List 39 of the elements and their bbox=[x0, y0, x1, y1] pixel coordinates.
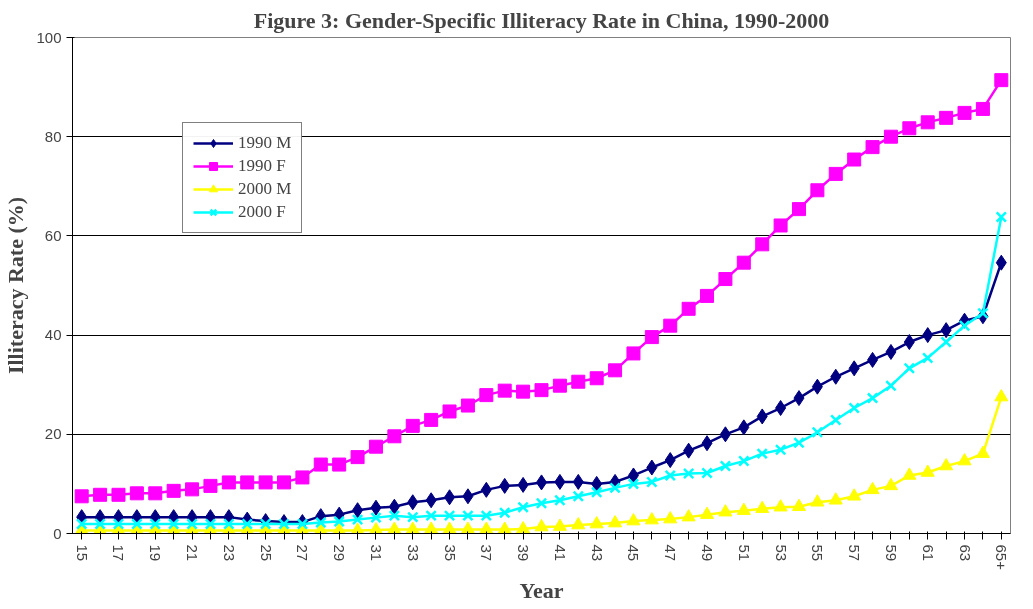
x-tick-label: 41 bbox=[551, 544, 569, 562]
x-tick-label: 25 bbox=[257, 544, 275, 562]
x-tick-label: 17 bbox=[110, 544, 128, 562]
legend-label: 1990 F bbox=[238, 156, 286, 176]
x-tick-label: 39 bbox=[515, 544, 533, 562]
legend-label: 1990 M bbox=[238, 133, 292, 153]
x-tick-label: 29 bbox=[331, 544, 349, 562]
y-tick-label: 20 bbox=[44, 425, 62, 443]
x-tick-label: 59 bbox=[882, 544, 900, 562]
x-tick-label: 23 bbox=[220, 544, 238, 562]
chart-title: Figure 3: Gender-Specific Illiteracy Rate in China, 1990-2000 bbox=[253, 7, 830, 33]
y-tick-label: 60 bbox=[44, 226, 62, 244]
x-tick-label: 53 bbox=[772, 544, 790, 562]
x-tick-label: 65+ bbox=[993, 544, 1011, 571]
x-tick-label: 33 bbox=[404, 544, 422, 562]
x-tick-label: 47 bbox=[662, 544, 680, 562]
x-tick-label: 55 bbox=[809, 544, 827, 562]
legend-label: 2000 M bbox=[238, 179, 292, 199]
x-tick-label: 15 bbox=[73, 544, 91, 562]
y-axis-title: Illiteracy Rate (%) bbox=[3, 196, 29, 375]
x-tick-label: 31 bbox=[367, 544, 385, 562]
x-tick-label: 27 bbox=[294, 544, 312, 562]
y-tick-label: 80 bbox=[44, 127, 62, 145]
x-tick-label: 61 bbox=[919, 544, 937, 562]
x-tick-label: 63 bbox=[956, 544, 974, 562]
x-tick-label: 35 bbox=[441, 544, 459, 562]
x-tick-label: 49 bbox=[699, 544, 717, 562]
x-tick-label: 37 bbox=[478, 544, 496, 562]
x-tick-label: 57 bbox=[846, 544, 864, 562]
x-tick-label: 19 bbox=[147, 544, 165, 562]
y-tick-label: 100 bbox=[36, 28, 62, 46]
y-tick-label: 0 bbox=[53, 524, 62, 542]
y-tick-label: 40 bbox=[44, 326, 62, 344]
x-tick-label: 43 bbox=[588, 544, 606, 562]
x-tick-label: 21 bbox=[184, 544, 202, 562]
x-axis-title: Year bbox=[519, 577, 564, 603]
x-tick-label: 45 bbox=[625, 544, 643, 562]
legend-label: 2000 F bbox=[238, 202, 286, 222]
x-tick-label: 51 bbox=[735, 544, 753, 562]
